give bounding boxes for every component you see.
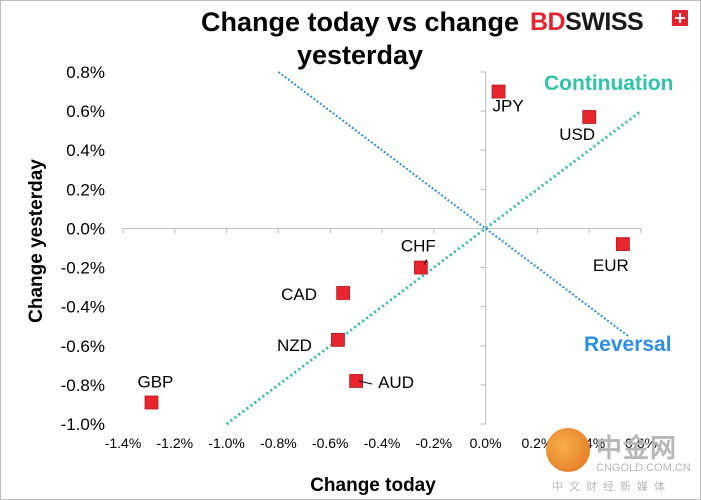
point-label-cad: CAD (281, 285, 317, 304)
x-tick-label: -0.4% (364, 435, 401, 451)
axes (122, 71, 642, 425)
point-marker-eur (615, 237, 630, 251)
x-tick-label: -1.2% (157, 435, 194, 451)
point-marker-gbp (144, 395, 159, 410)
x-tick-label: -1.0% (208, 435, 245, 451)
point-label-jpy: JPY (493, 97, 524, 116)
y-tick-label: -0.6% (61, 337, 105, 356)
chart-title: Change today vs change yesterday (200, 7, 520, 70)
cngold-logo-icon (546, 428, 590, 472)
y-tick-label: -0.2% (61, 259, 105, 278)
continuation-line (225, 109, 642, 426)
x-tick-label: 0.6% (625, 435, 657, 451)
y-tick-label: -0.4% (61, 298, 105, 317)
x-tick-label: -0.8% (260, 435, 297, 451)
x-tick-label: -0.6% (312, 435, 349, 451)
y-axis-label: Change yesterday (26, 159, 47, 323)
y-tick-label: 0.6% (66, 102, 105, 121)
y-tick-label: 0.0% (66, 219, 105, 238)
x-tick-label: -0.2% (416, 435, 453, 451)
zone-label-continuation: Continuation (544, 72, 673, 95)
y-tick-label: -1.0% (61, 415, 105, 434)
point-marker-nzd (331, 333, 345, 347)
logo-text-dark: SWISS (565, 8, 644, 36)
data-points: JPY USD EUR CHF CAD NZD AUD GBP (137, 84, 630, 410)
point-label-gbp: GBP (137, 372, 173, 391)
point-marker-chf (413, 260, 428, 275)
reference-lines (225, 71, 642, 426)
logo-text-red: BD (530, 8, 566, 36)
point-label-eur: EUR (593, 256, 629, 275)
watermark-sub: 中文财经新媒体 (552, 480, 671, 493)
point-marker-aud (349, 374, 364, 388)
x-tick-label: 0.0% (470, 435, 502, 451)
axis-tick-labels: -1.4% -1.2% -1.0% -0.8% -0.6% -0.4% -0.2% 0.0% 0… (61, 63, 657, 451)
zone-label-reversal: Reversal (584, 333, 672, 356)
point-label-usd: USD (559, 125, 595, 144)
watermark-en: CNGOLD.COM.CN (596, 462, 691, 474)
cngold-watermark: 中金网 CNGOLD.COM.CN 中文财经新媒体 (540, 424, 691, 493)
y-tick-label: 0.8% (66, 63, 105, 82)
point-marker-jpy (491, 84, 506, 99)
bdswiss-logo: BDSWISS (530, 8, 644, 37)
y-tick-label: -0.8% (61, 376, 105, 395)
watermark-cn: 中金网 (596, 434, 678, 464)
x-axis-label: Change today (310, 475, 436, 496)
leader-line-chf (423, 259, 428, 265)
point-label-aud: AUD (378, 373, 414, 392)
point-marker-usd (582, 110, 597, 124)
point-marker-cad (336, 286, 351, 300)
reversal-line (277, 71, 629, 337)
point-label-nzd: NZD (277, 336, 312, 355)
y-tick-label: 0.2% (66, 180, 105, 199)
x-tick-label: 0.2% (521, 435, 553, 451)
leader-line-aud (358, 380, 373, 385)
swiss-cross-icon (672, 10, 688, 26)
x-tick-label: -1.4% (105, 435, 142, 451)
point-label-chf: CHF (401, 237, 436, 256)
y-tick-label: 0.4% (66, 141, 105, 160)
